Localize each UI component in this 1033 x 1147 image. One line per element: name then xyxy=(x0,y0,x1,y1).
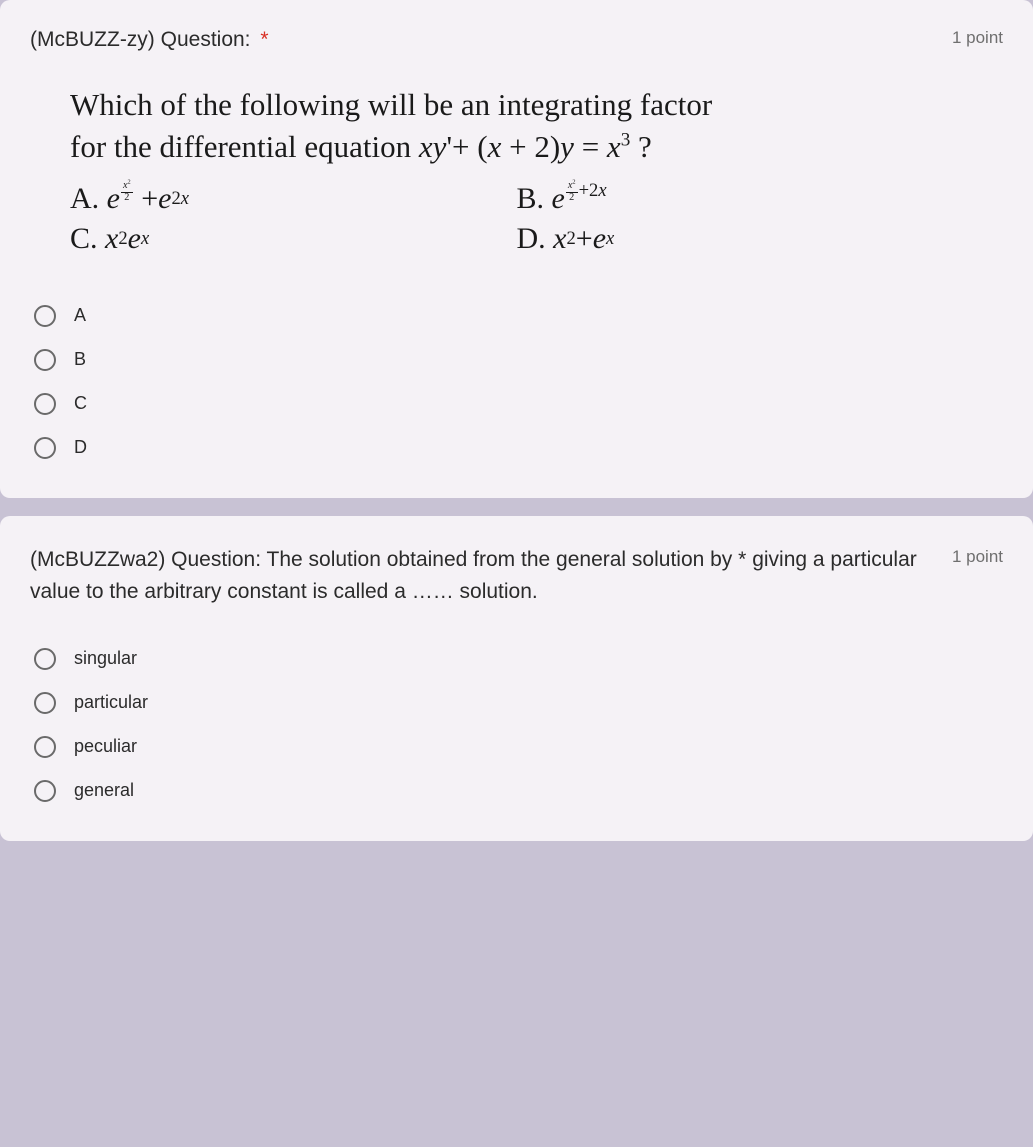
radio-icon xyxy=(34,305,56,327)
question-1-stem: Which of the following will be an integr… xyxy=(70,84,963,168)
option-d[interactable]: D xyxy=(30,426,1003,470)
answer-choices-grid: A. ex22 + e2x B. ex22+2x C. x2ex D. x2 +… xyxy=(70,182,963,256)
question-2-points: 1 point xyxy=(952,544,1003,570)
choice-d: D. x2 + ex xyxy=(517,222,964,256)
question-card-2: (McBUZZwa2) Question: The solution obtai… xyxy=(0,516,1033,841)
radio-icon xyxy=(34,780,56,802)
question-1-prefix: (McBUZZ-zy) Question: xyxy=(30,28,251,51)
radio-icon xyxy=(34,692,56,714)
option-peculiar[interactable]: peculiar xyxy=(30,725,1003,769)
question-1-header: (McBUZZ-zy) Question: * 1 point xyxy=(30,28,1003,52)
radio-icon xyxy=(34,393,56,415)
equation: xy xyxy=(419,129,447,164)
question-1-options: A B C D xyxy=(30,294,1003,470)
option-a[interactable]: A xyxy=(30,294,1003,338)
question-1-body: Which of the following will be an integr… xyxy=(30,74,1003,266)
question-2-prefix: (McBUZZwa2) Question: xyxy=(30,548,261,571)
question-1-title: (McBUZZ-zy) Question: * xyxy=(30,28,269,52)
radio-icon xyxy=(34,648,56,670)
required-asterisk: * xyxy=(738,548,746,571)
question-2-header: (McBUZZwa2) Question: The solution obtai… xyxy=(30,544,1003,609)
option-particular[interactable]: particular xyxy=(30,681,1003,725)
choice-b: B. ex22+2x xyxy=(517,182,964,216)
question-card-1: (McBUZZ-zy) Question: * 1 point Which of… xyxy=(0,0,1033,498)
choice-a: A. ex22 + e2x xyxy=(70,182,517,216)
option-c-label: C xyxy=(74,393,87,414)
question-1-points: 1 point xyxy=(952,28,1003,48)
option-singular[interactable]: singular xyxy=(30,637,1003,681)
option-c[interactable]: C xyxy=(30,382,1003,426)
option-a-label: A xyxy=(74,305,86,326)
radio-icon xyxy=(34,437,56,459)
question-2-options: singular particular peculiar general xyxy=(30,637,1003,813)
radio-icon xyxy=(34,736,56,758)
choice-c: C. x2ex xyxy=(70,222,517,256)
option-general[interactable]: general xyxy=(30,769,1003,813)
option-general-label: general xyxy=(74,780,134,801)
radio-icon xyxy=(34,349,56,371)
option-particular-label: particular xyxy=(74,692,148,713)
option-b[interactable]: B xyxy=(30,338,1003,382)
required-asterisk: * xyxy=(260,28,268,51)
option-singular-label: singular xyxy=(74,648,137,669)
option-peculiar-label: peculiar xyxy=(74,736,137,757)
option-b-label: B xyxy=(74,349,86,370)
option-d-label: D xyxy=(74,437,87,458)
